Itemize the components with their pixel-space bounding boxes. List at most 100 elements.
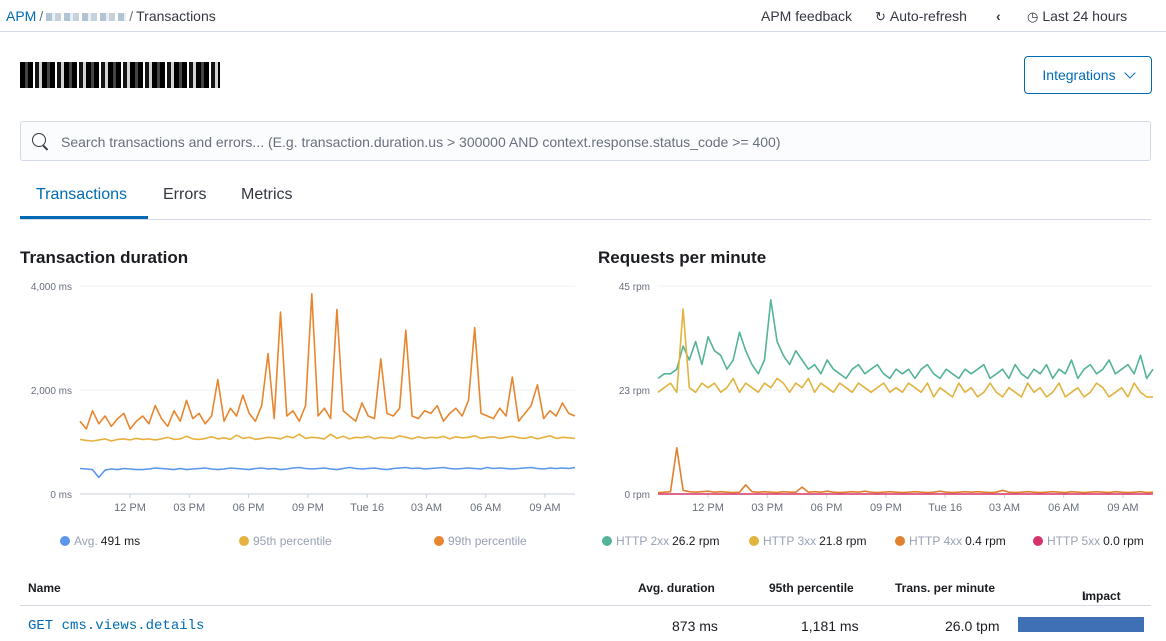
x-tick-label: 03 AM bbox=[989, 502, 1020, 514]
x-tick-label: Tue 16 bbox=[928, 502, 962, 514]
y-tick-label: 23 rpm bbox=[619, 386, 650, 397]
legend-p99[interactable]: 99th percentile bbox=[434, 534, 527, 548]
impact-bar-fill bbox=[1018, 617, 1144, 632]
x-tick-label: 09 PM bbox=[292, 502, 324, 514]
column-header-name[interactable]: Name bbox=[28, 581, 61, 595]
requests-per-minute-chart: 0 rpm 23 rpm 45 rpm 12 PM 03 PM 06 PM 09 PM Tue… bbox=[619, 282, 1154, 514]
impact-label: Impact bbox=[1082, 589, 1121, 603]
search-bar bbox=[20, 121, 1151, 162]
impact-bar bbox=[1018, 617, 1144, 632]
x-tick-label: 09 AM bbox=[1107, 502, 1138, 514]
x-tick-label: 12 PM bbox=[692, 502, 724, 514]
p95-cell: 1,181 ms bbox=[801, 618, 859, 634]
legend-p95[interactable]: 95th percentile bbox=[239, 534, 332, 548]
legend-dot bbox=[895, 536, 905, 546]
legend-http4xx[interactable]: HTTP 4xx 0.4 rpm bbox=[895, 534, 1006, 548]
x-tick-label: 06 PM bbox=[811, 502, 843, 514]
column-header-avg-duration[interactable]: Avg. duration bbox=[638, 581, 715, 595]
breadcrumb-current: Transactions bbox=[136, 8, 216, 24]
table-row: GET cms.views.details 873 ms 1,181 ms 26… bbox=[20, 606, 1151, 641]
chevron-down-icon bbox=[1123, 67, 1136, 79]
legend-value: 21.8 rpm bbox=[819, 534, 867, 548]
active-tab-indicator bbox=[20, 216, 148, 219]
legend-dot bbox=[749, 536, 759, 546]
avg-duration-cell: 873 ms bbox=[672, 618, 718, 634]
legend-label: Avg. bbox=[74, 534, 98, 548]
legend-dot bbox=[1033, 536, 1043, 546]
x-tick-label: Tue 16 bbox=[350, 502, 384, 514]
breadcrumb: APM / / Transactions bbox=[6, 8, 216, 24]
top-bar: APM / / Transactions APM feedback ↻ Auto-ref… bbox=[0, 0, 1166, 32]
y-tick-label: 45 rpm bbox=[619, 282, 650, 293]
x-tick-label: 03 PM bbox=[173, 502, 205, 514]
y-tick-label: 4,000 ms bbox=[31, 282, 72, 293]
series-line-0 bbox=[79, 466, 576, 479]
tab-metrics[interactable]: Metrics bbox=[241, 186, 293, 203]
legend-label: 99th percentile bbox=[448, 534, 527, 548]
series-line-2 bbox=[657, 447, 1154, 494]
legend-value: 0.4 rpm bbox=[965, 534, 1006, 548]
requests-per-minute-title: Requests per minute bbox=[598, 248, 767, 267]
x-tick-label: 06 AM bbox=[470, 502, 501, 514]
x-tick-label: 09 PM bbox=[870, 502, 902, 514]
y-tick-label: 2,000 ms bbox=[31, 386, 72, 397]
search-input[interactable] bbox=[59, 122, 1143, 162]
auto-refresh-label: Auto-refresh bbox=[889, 8, 967, 24]
transaction-name-link[interactable]: GET cms.views.details bbox=[28, 618, 205, 634]
transaction-duration-title: Transaction duration bbox=[20, 248, 189, 267]
apm-feedback-link[interactable]: APM feedback bbox=[761, 8, 853, 24]
legend-label: HTTP 5xx bbox=[1047, 534, 1101, 548]
x-tick-label: 03 AM bbox=[411, 502, 442, 514]
tpm-cell: 26.0 tpm bbox=[945, 618, 1000, 634]
column-header-p95[interactable]: 95th percentile bbox=[769, 581, 854, 595]
breadcrumb-apm-link[interactable]: APM bbox=[6, 8, 37, 24]
x-tick-label: 06 AM bbox=[1048, 502, 1079, 514]
time-range-picker[interactable]: ◷ Last 24 hours bbox=[1027, 8, 1127, 25]
column-header-tpm[interactable]: Trans. per minute bbox=[895, 581, 996, 595]
integrations-label: Integrations bbox=[1042, 67, 1116, 83]
x-tick-label: 03 PM bbox=[751, 502, 783, 514]
legend-http5xx[interactable]: HTTP 5xx 0.0 rpm bbox=[1033, 534, 1144, 548]
transaction-duration-chart: 0 ms 2,000 ms 4,000 ms 12 PM 03 PM 06 PM 09 PM… bbox=[31, 282, 576, 514]
legend-http2xx[interactable]: HTTP 2xx 26.2 rpm bbox=[602, 534, 719, 548]
x-tick-label: 06 PM bbox=[233, 502, 265, 514]
series-line-1 bbox=[79, 433, 576, 442]
legend-dot bbox=[60, 536, 70, 546]
search-icon bbox=[32, 133, 46, 147]
series-line-1 bbox=[657, 308, 1153, 398]
transactions-table-header: Name Avg. duration 95th percentile Trans… bbox=[20, 573, 1151, 606]
y-tick-label: 0 rpm bbox=[624, 490, 650, 501]
breadcrumb-separator: / bbox=[129, 8, 134, 24]
legend-dot bbox=[434, 536, 444, 546]
legend-avg[interactable]: Avg. 491 ms bbox=[60, 534, 140, 548]
service-name-pixelated bbox=[20, 62, 220, 88]
x-tick-label: 12 PM bbox=[114, 502, 146, 514]
legend-value: 491 ms bbox=[100, 534, 141, 548]
series-line-0 bbox=[657, 299, 1154, 380]
refresh-icon: ↻ bbox=[875, 9, 886, 24]
legend-value: 0.0 rpm bbox=[1103, 534, 1144, 548]
service-name-title bbox=[20, 62, 220, 92]
legend-dot bbox=[239, 536, 249, 546]
breadcrumb-separator: / bbox=[39, 8, 44, 24]
tab-transactions[interactable]: Transactions bbox=[36, 186, 127, 203]
chevron-left-icon: ‹ bbox=[996, 8, 1001, 24]
tab-bar: Transactions Errors Metrics bbox=[20, 178, 1151, 220]
x-tick-label: 09 AM bbox=[529, 502, 560, 514]
integrations-button[interactable]: Integrations bbox=[1024, 56, 1152, 94]
legend-dot bbox=[602, 536, 612, 546]
legend-label: HTTP 3xx bbox=[763, 534, 817, 548]
tab-errors[interactable]: Errors bbox=[163, 186, 207, 203]
legend-label: HTTP 2xx bbox=[616, 534, 670, 548]
sort-arrow-down-icon: ↓ bbox=[1082, 589, 1088, 603]
legend-http3xx[interactable]: HTTP 3xx 21.8 rpm bbox=[749, 534, 866, 548]
time-range-label: Last 24 hours bbox=[1042, 8, 1128, 24]
auto-refresh-button[interactable]: ↻ Auto-refresh bbox=[875, 8, 967, 25]
legend-label: HTTP 4xx bbox=[909, 534, 963, 548]
time-back-button[interactable]: ‹ bbox=[996, 8, 1001, 24]
y-tick-label: 0 ms bbox=[50, 490, 72, 501]
series-line-2 bbox=[79, 293, 576, 430]
breadcrumb-service-link[interactable] bbox=[46, 13, 127, 22]
clock-icon: ◷ bbox=[1027, 9, 1039, 24]
legend-value: 26.2 rpm bbox=[672, 534, 720, 548]
